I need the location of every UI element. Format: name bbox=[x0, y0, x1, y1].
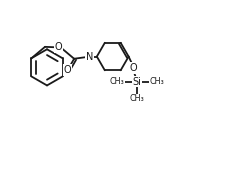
Text: CH₃: CH₃ bbox=[110, 77, 124, 86]
Text: Si: Si bbox=[132, 77, 141, 87]
Text: CH₃: CH₃ bbox=[129, 94, 144, 103]
Text: O: O bbox=[55, 42, 62, 52]
Text: N: N bbox=[86, 52, 93, 62]
Text: O: O bbox=[130, 63, 137, 73]
Text: O: O bbox=[64, 65, 71, 75]
Text: CH₃: CH₃ bbox=[150, 77, 164, 86]
